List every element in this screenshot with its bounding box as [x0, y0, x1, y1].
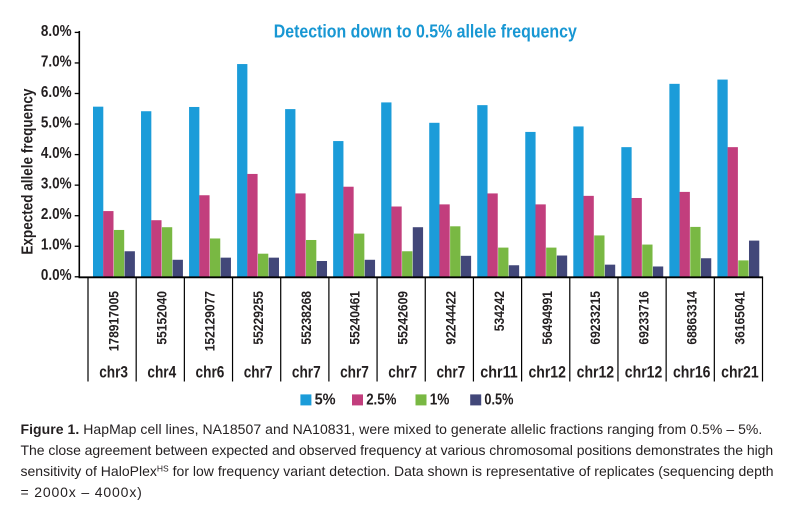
svg-text:92244422: 92244422 [443, 291, 459, 345]
svg-text:55240461: 55240461 [346, 291, 362, 345]
svg-text:chr12: chr12 [528, 363, 566, 381]
svg-text:chr21: chr21 [721, 363, 759, 381]
svg-text:chr7: chr7 [340, 363, 369, 381]
svg-text:2.5%: 2.5% [366, 391, 397, 408]
svg-text:178917005: 178917005 [105, 291, 121, 351]
svg-text:55242609: 55242609 [394, 291, 410, 345]
svg-text:1.0%: 1.0% [41, 237, 72, 254]
svg-text:chr7: chr7 [244, 363, 273, 381]
svg-text:chr7: chr7 [292, 363, 321, 381]
svg-text:5.0%: 5.0% [41, 114, 72, 131]
svg-text:69233215: 69233215 [587, 291, 603, 345]
svg-text:chr6: chr6 [196, 363, 225, 381]
svg-text:chr12: chr12 [577, 363, 615, 381]
svg-text:Detection down to 0.5% allele: Detection down to 0.5% allele frequency [274, 22, 577, 42]
svg-text:chr16: chr16 [673, 363, 711, 381]
svg-text:5%: 5% [315, 391, 336, 408]
svg-text:56494991: 56494991 [539, 291, 555, 345]
svg-text:chr7: chr7 [388, 363, 417, 381]
svg-text:7.0%: 7.0% [41, 53, 72, 70]
svg-text:69233716: 69233716 [635, 291, 651, 345]
svg-text:55238268: 55238268 [298, 291, 314, 345]
svg-text:1%: 1% [430, 391, 450, 408]
svg-text:chr3: chr3 [99, 363, 128, 381]
svg-text:55152040: 55152040 [154, 291, 170, 345]
svg-text:534242: 534242 [491, 291, 507, 331]
svg-text:Expected allele frequency: Expected allele frequency [20, 88, 37, 254]
svg-text:chr12: chr12 [625, 363, 663, 381]
svg-text:0.5%: 0.5% [484, 391, 513, 408]
svg-text:0.0%: 0.0% [41, 267, 72, 284]
svg-text:55229255: 55229255 [250, 291, 266, 345]
svg-text:chr7: chr7 [436, 363, 465, 381]
svg-text:8.0%: 8.0% [41, 23, 72, 40]
svg-text:3.0%: 3.0% [41, 176, 72, 193]
svg-text:chr11: chr11 [480, 363, 518, 381]
svg-text:68863314: 68863314 [684, 291, 700, 345]
svg-text:2.0%: 2.0% [41, 206, 72, 223]
svg-text:36165041: 36165041 [732, 291, 748, 345]
svg-text:chr4: chr4 [147, 363, 176, 381]
svg-text:152129077: 152129077 [202, 291, 218, 351]
svg-text:4.0%: 4.0% [41, 145, 72, 162]
svg-text:6.0%: 6.0% [41, 84, 72, 101]
